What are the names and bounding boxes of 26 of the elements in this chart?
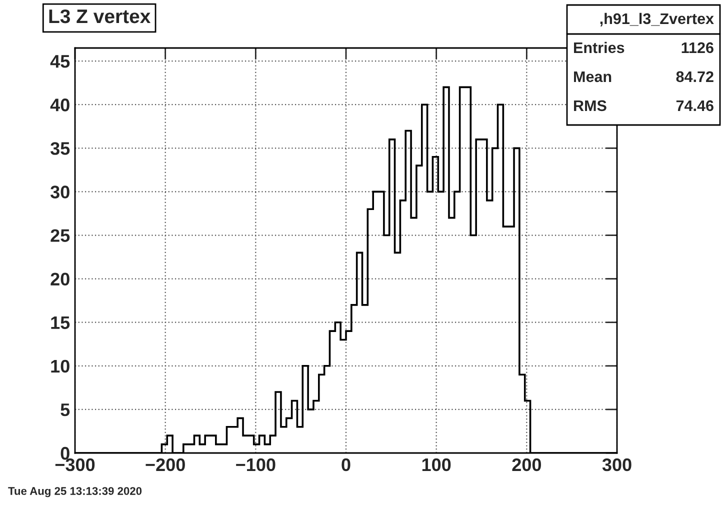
y-tick-label: 40 bbox=[50, 98, 70, 112]
x-tick-label: 300 bbox=[602, 458, 632, 472]
annotation: Entries bbox=[574, 42, 624, 54]
text: Tue Aug 25 13:13:39 2020 bbox=[8, 487, 142, 498]
x-tick-label: −100 bbox=[236, 458, 276, 472]
text: 74.46 bbox=[676, 100, 714, 112]
y-tick-label: 45 bbox=[50, 55, 70, 68]
x-tick-label: 100 bbox=[422, 458, 451, 472]
y-tick-label: 10 bbox=[51, 360, 70, 373]
x-tick-label: 200 bbox=[512, 458, 541, 472]
y-tick-label: 30 bbox=[50, 186, 70, 198]
x-tick-label: −200 bbox=[146, 458, 185, 472]
x-tick-label: −300 bbox=[55, 458, 95, 472]
y-tick-label: 0 bbox=[60, 446, 70, 460]
text: 1126 bbox=[682, 42, 714, 54]
annotation: Mean bbox=[574, 71, 612, 82]
y-tick-label: 15 bbox=[51, 316, 70, 330]
x-tick-label: 0 bbox=[342, 458, 350, 472]
annotation: RMS bbox=[574, 100, 606, 112]
text: ,h91_l3_Zvertex bbox=[600, 12, 714, 26]
y-tick-label: 35 bbox=[50, 142, 70, 155]
y-tick-label: 5 bbox=[60, 404, 70, 416]
y-tick-label: 20 bbox=[50, 272, 70, 286]
chart-title: L3 Z vertex bbox=[49, 9, 151, 24]
text: 84.72 bbox=[676, 71, 714, 82]
y-tick-label: 25 bbox=[50, 229, 70, 242]
